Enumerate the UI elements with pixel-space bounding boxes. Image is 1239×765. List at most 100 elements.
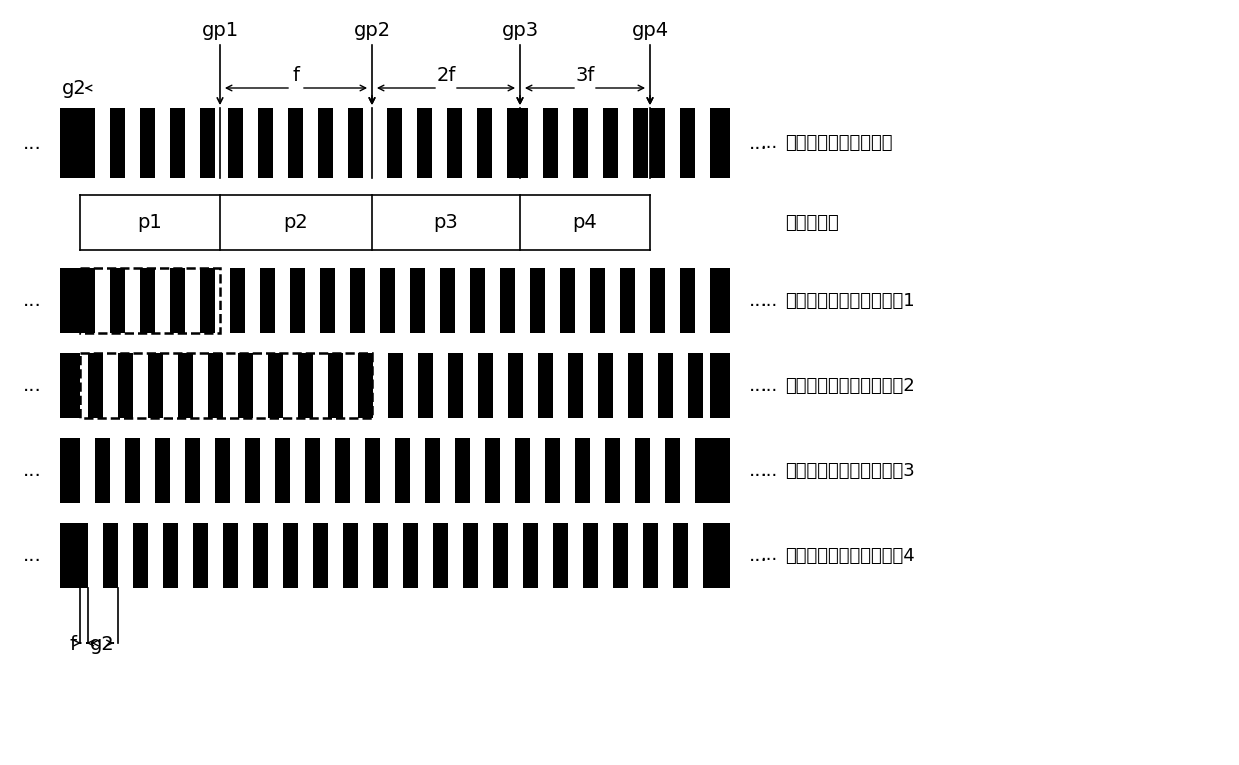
- Bar: [553, 523, 567, 588]
- Bar: [492, 523, 508, 588]
- Bar: [447, 353, 462, 418]
- Text: p2: p2: [284, 213, 309, 232]
- Bar: [530, 268, 545, 333]
- Bar: [358, 353, 373, 418]
- Bar: [170, 108, 185, 178]
- Bar: [320, 268, 335, 333]
- Text: 3f: 3f: [575, 66, 595, 85]
- Text: f: f: [69, 636, 76, 655]
- Bar: [81, 353, 710, 418]
- Text: f: f: [292, 66, 300, 85]
- Bar: [520, 108, 528, 178]
- Text: gp1: gp1: [202, 21, 239, 40]
- Bar: [223, 523, 238, 588]
- Bar: [199, 268, 216, 333]
- Text: p1: p1: [138, 213, 162, 232]
- Bar: [147, 353, 162, 418]
- Bar: [418, 108, 432, 178]
- Bar: [590, 268, 605, 333]
- Bar: [597, 353, 612, 418]
- Bar: [125, 438, 140, 503]
- Bar: [477, 353, 492, 418]
- Bar: [253, 523, 268, 588]
- Bar: [81, 108, 95, 178]
- Text: gp4: gp4: [632, 21, 669, 40]
- Bar: [238, 353, 253, 418]
- Text: gp3: gp3: [502, 21, 539, 40]
- Bar: [688, 353, 703, 418]
- Bar: [88, 353, 103, 418]
- Bar: [538, 353, 553, 418]
- Bar: [199, 108, 216, 178]
- Bar: [133, 523, 147, 588]
- Bar: [575, 438, 590, 503]
- Bar: [177, 353, 192, 418]
- Bar: [81, 268, 95, 333]
- Bar: [59, 523, 81, 588]
- Bar: [710, 438, 730, 503]
- Bar: [470, 268, 484, 333]
- Bar: [59, 108, 81, 178]
- Bar: [388, 353, 403, 418]
- Bar: [207, 353, 223, 418]
- Bar: [349, 268, 366, 333]
- Text: ...: ...: [748, 134, 767, 152]
- Bar: [118, 353, 133, 418]
- Text: 传统吸收光栅移动到位置2: 传统吸收光栅移动到位置2: [786, 376, 914, 395]
- Text: gp2: gp2: [353, 21, 390, 40]
- Bar: [81, 523, 710, 588]
- Text: ...: ...: [748, 546, 767, 565]
- Bar: [260, 268, 275, 333]
- Bar: [81, 438, 710, 503]
- Text: 传统吸收光栅移动到位置3: 传统吸收光栅移动到位置3: [786, 461, 914, 480]
- Bar: [185, 438, 199, 503]
- Text: ...: ...: [22, 546, 41, 565]
- Bar: [665, 438, 680, 503]
- Bar: [658, 353, 673, 418]
- Bar: [680, 108, 695, 178]
- Bar: [287, 108, 302, 178]
- Bar: [380, 268, 395, 333]
- Bar: [342, 523, 358, 588]
- Bar: [230, 268, 245, 333]
- Bar: [501, 268, 515, 333]
- Bar: [110, 108, 125, 178]
- Bar: [627, 353, 643, 418]
- Bar: [268, 353, 282, 418]
- Bar: [59, 438, 81, 503]
- Bar: [387, 108, 401, 178]
- Bar: [162, 523, 177, 588]
- Text: 探测器探元: 探测器探元: [786, 213, 839, 232]
- Text: 2f: 2f: [436, 66, 456, 85]
- Bar: [81, 523, 88, 588]
- Bar: [680, 268, 695, 333]
- Bar: [582, 523, 597, 588]
- Bar: [403, 523, 418, 588]
- Bar: [462, 523, 477, 588]
- Text: ...: ...: [760, 461, 777, 480]
- Bar: [508, 353, 523, 418]
- Bar: [312, 523, 327, 588]
- Bar: [612, 523, 627, 588]
- Bar: [650, 268, 665, 333]
- Bar: [650, 108, 665, 178]
- Bar: [110, 268, 125, 333]
- Text: ...: ...: [22, 134, 41, 152]
- Bar: [710, 108, 730, 178]
- Text: ...: ...: [748, 376, 767, 395]
- Bar: [710, 353, 730, 418]
- Text: ...: ...: [22, 461, 41, 480]
- Bar: [572, 108, 587, 178]
- Bar: [81, 353, 710, 418]
- Text: g2: g2: [90, 636, 115, 655]
- Bar: [447, 108, 462, 178]
- Bar: [335, 438, 349, 503]
- Bar: [523, 523, 538, 588]
- Bar: [545, 438, 560, 503]
- Text: p4: p4: [572, 213, 597, 232]
- Bar: [636, 438, 650, 503]
- Bar: [432, 523, 447, 588]
- Bar: [275, 438, 290, 503]
- Bar: [710, 268, 730, 333]
- Bar: [507, 108, 520, 178]
